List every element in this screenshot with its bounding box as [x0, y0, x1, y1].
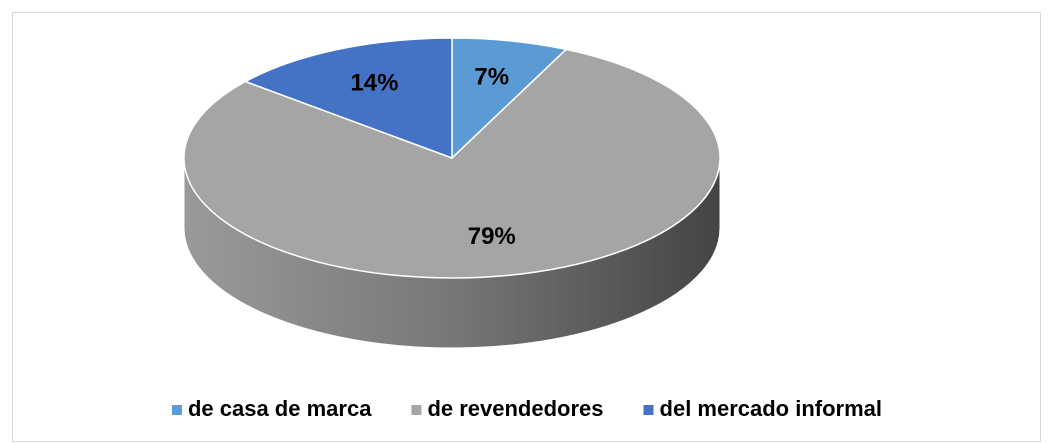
- legend-marker: [171, 405, 182, 415]
- pie-slice: [243, 37, 453, 160]
- pie-slice: [183, 48, 721, 279]
- legend-label: de casa de marca: [188, 396, 372, 421]
- legend-label: de revendedores: [427, 396, 603, 421]
- legend-marker: [643, 405, 654, 415]
- pie-slice: [451, 37, 568, 160]
- data-label: 7%: [474, 64, 509, 91]
- data-label: 14%: [350, 70, 398, 97]
- legend-label: del mercado informal: [660, 396, 883, 421]
- data-label: 79%: [468, 223, 516, 250]
- legend-marker: [411, 405, 422, 415]
